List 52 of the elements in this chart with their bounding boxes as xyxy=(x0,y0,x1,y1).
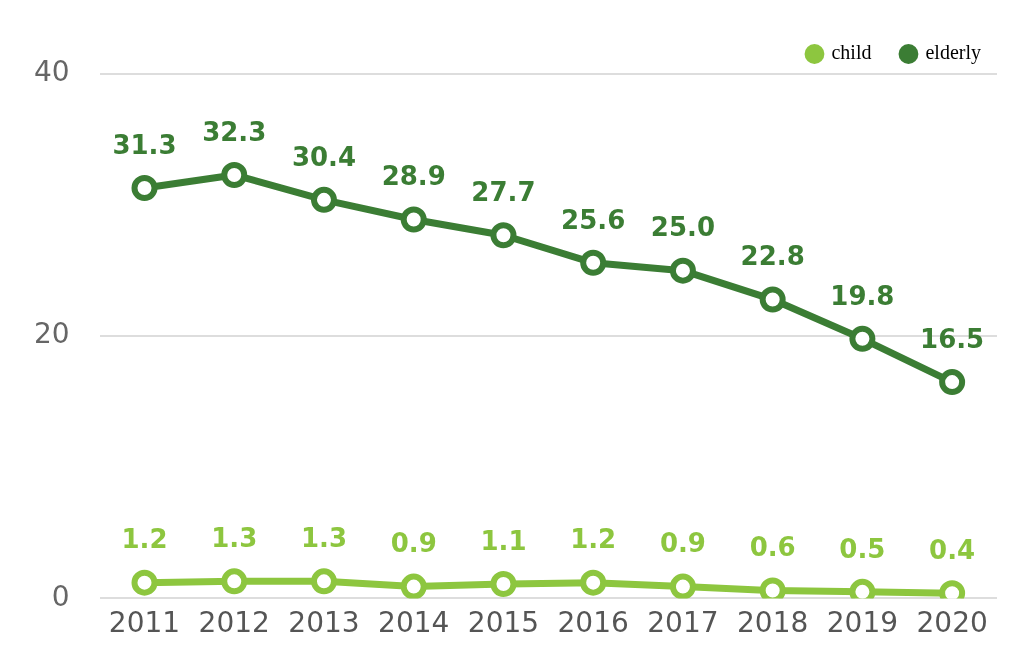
point xyxy=(131,569,158,596)
legend-label: child xyxy=(831,41,872,64)
x-tick-label: 2013 xyxy=(288,606,360,640)
data-label: 0.9 xyxy=(659,528,706,559)
data-label: 28.9 xyxy=(381,161,446,192)
data-label: 1.1 xyxy=(480,525,527,556)
data-label: 22.8 xyxy=(740,241,805,272)
data-label: 0.4 xyxy=(929,534,976,565)
point xyxy=(310,568,337,595)
data-label: 30.4 xyxy=(291,141,357,172)
x-tick-label: 2019 xyxy=(826,606,899,640)
x-tick-label: 2015 xyxy=(467,606,540,640)
point xyxy=(221,568,248,595)
point xyxy=(400,573,427,599)
point xyxy=(221,161,248,188)
x-tick-label: 2014 xyxy=(378,606,450,640)
point xyxy=(580,249,607,276)
y-tick-label: 20 xyxy=(33,317,70,351)
point xyxy=(131,175,158,202)
legend-label: elderly xyxy=(925,41,981,65)
data-label: 1.2 xyxy=(570,524,617,555)
data-label: 19.8 xyxy=(830,280,895,311)
data-label: 31.3 xyxy=(112,129,177,160)
data-label: 0.9 xyxy=(390,528,437,559)
data-label: 0.5 xyxy=(839,533,886,564)
point xyxy=(580,569,607,596)
point xyxy=(310,186,337,213)
point xyxy=(939,369,966,396)
data-label: 32.3 xyxy=(202,116,267,147)
y-tick-label: 40 xyxy=(33,55,70,89)
point xyxy=(759,286,786,313)
point xyxy=(849,325,876,352)
data-label: 1.3 xyxy=(300,523,347,554)
x-tick-label: 2017 xyxy=(647,606,719,640)
x-tick-label: 2016 xyxy=(557,606,629,640)
data-label: 0.6 xyxy=(749,532,796,563)
data-label: 25.0 xyxy=(650,212,715,243)
data-label: 1.3 xyxy=(211,523,258,554)
x-tick-label: 2012 xyxy=(198,606,270,640)
point xyxy=(669,573,696,599)
data-label: 27.7 xyxy=(471,177,536,207)
data-label: 1.2 xyxy=(121,524,168,555)
point xyxy=(669,257,696,284)
x-tick-label: 2018 xyxy=(737,606,809,640)
x-tick-label: 2011 xyxy=(108,606,181,640)
y-tick-label: 0 xyxy=(51,579,70,613)
point xyxy=(490,570,517,597)
point xyxy=(490,222,517,249)
data-label: 25.6 xyxy=(561,204,626,235)
x-tick-label: 2020 xyxy=(916,606,988,640)
data-label: 16.5 xyxy=(920,323,985,354)
point xyxy=(400,206,427,233)
